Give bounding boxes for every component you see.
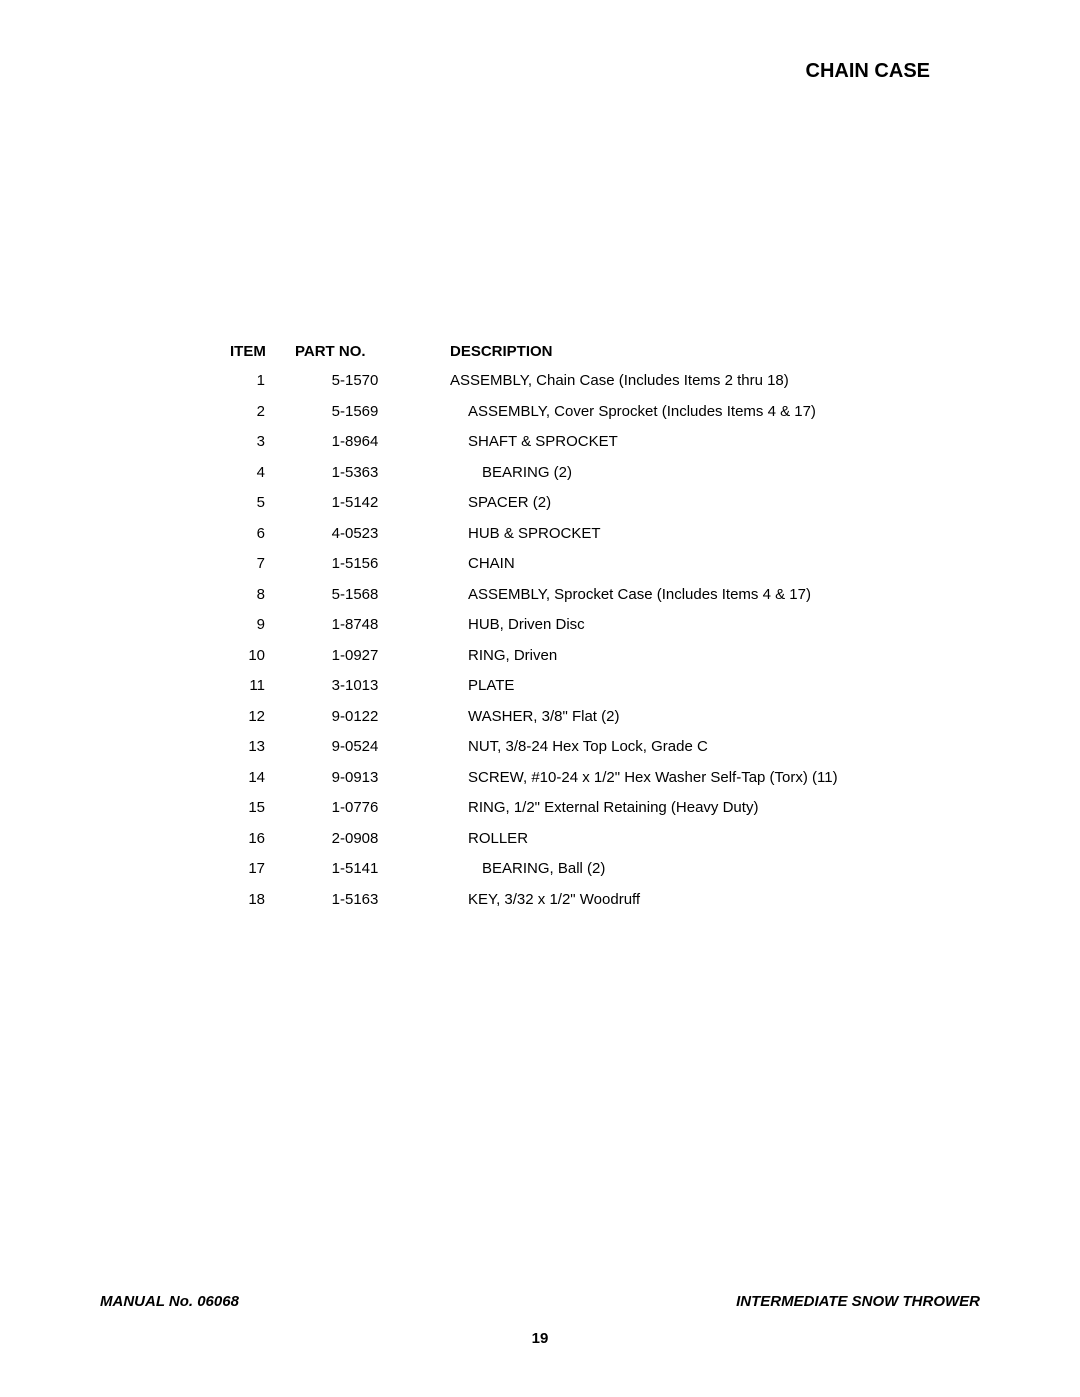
- cell-partno: 9-0524: [290, 736, 420, 759]
- table-row: 113-1013PLATE: [230, 675, 980, 698]
- cell-partno: 5-1570: [290, 370, 420, 393]
- cell-description: BEARING, Ball (2): [420, 858, 980, 881]
- cell-partno: 1-5142: [290, 492, 420, 515]
- cell-item: 4: [230, 462, 290, 485]
- cell-partno: 5-1569: [290, 401, 420, 424]
- header-item: ITEM: [230, 343, 290, 360]
- table-row: 25-1569ASSEMBLY, Cover Sprocket (Include…: [230, 401, 980, 424]
- cell-description: HUB, Driven Disc: [420, 614, 980, 637]
- cell-partno: 3-1013: [290, 675, 420, 698]
- cell-item: 17: [230, 858, 290, 881]
- cell-description: HUB & SPROCKET: [420, 523, 980, 546]
- cell-partno: 1-5163: [290, 889, 420, 912]
- cell-partno: 5-1568: [290, 584, 420, 607]
- cell-item: 11: [230, 675, 290, 698]
- table-row: 181-5163KEY, 3/32 x 1/2" Woodruff: [230, 889, 980, 912]
- cell-item: 7: [230, 553, 290, 576]
- table-row: 149-0913SCREW, #10-24 x 1/2" Hex Washer …: [230, 767, 980, 790]
- cell-description: RING, 1/2" External Retaining (Heavy Dut…: [420, 797, 980, 820]
- product-name: INTERMEDIATE SNOW THROWER: [736, 1293, 980, 1310]
- cell-description: BEARING (2): [420, 462, 980, 485]
- cell-item: 15: [230, 797, 290, 820]
- cell-item: 13: [230, 736, 290, 759]
- header-description: DESCRIPTION: [420, 343, 980, 360]
- cell-item: 14: [230, 767, 290, 790]
- cell-partno: 1-0927: [290, 645, 420, 668]
- table-body: 15-1570ASSEMBLY, Chain Case (Includes It…: [230, 370, 980, 911]
- cell-partno: 1-0776: [290, 797, 420, 820]
- cell-partno: 1-5141: [290, 858, 420, 881]
- table-row: 139-0524NUT, 3/8-24 Hex Top Lock, Grade …: [230, 736, 980, 759]
- cell-description: KEY, 3/32 x 1/2" Woodruff: [420, 889, 980, 912]
- table-row: 51-5142SPACER (2): [230, 492, 980, 515]
- cell-description: ROLLER: [420, 828, 980, 851]
- cell-item: 9: [230, 614, 290, 637]
- cell-item: 18: [230, 889, 290, 912]
- cell-item: 3: [230, 431, 290, 454]
- manual-number: MANUAL No. 06068: [100, 1293, 239, 1310]
- cell-description: ASSEMBLY, Chain Case (Includes Items 2 t…: [420, 370, 980, 393]
- cell-description: SPACER (2): [420, 492, 980, 515]
- cell-description: CHAIN: [420, 553, 980, 576]
- cell-description: RING, Driven: [420, 645, 980, 668]
- cell-item: 5: [230, 492, 290, 515]
- cell-partno: 1-5156: [290, 553, 420, 576]
- cell-item: 10: [230, 645, 290, 668]
- page-number: 19: [100, 1330, 980, 1347]
- cell-item: 8: [230, 584, 290, 607]
- header-partno: PART NO.: [290, 343, 420, 360]
- table-row: 85-1568ASSEMBLY, Sprocket Case (Includes…: [230, 584, 980, 607]
- table-row: 31-8964SHAFT & SPROCKET: [230, 431, 980, 454]
- table-row: 71-5156CHAIN: [230, 553, 980, 576]
- cell-description: ASSEMBLY, Sprocket Case (Includes Items …: [420, 584, 980, 607]
- cell-partno: 9-0122: [290, 706, 420, 729]
- cell-description: NUT, 3/8-24 Hex Top Lock, Grade C: [420, 736, 980, 759]
- table-row: 64-0523HUB & SPROCKET: [230, 523, 980, 546]
- page-footer: MANUAL No. 06068 INTERMEDIATE SNOW THROW…: [100, 1293, 980, 1347]
- page-title: CHAIN CASE: [100, 60, 980, 83]
- table-row: 151-0776RING, 1/2" External Retaining (H…: [230, 797, 980, 820]
- footer-line: MANUAL No. 06068 INTERMEDIATE SNOW THROW…: [100, 1293, 980, 1310]
- cell-item: 1: [230, 370, 290, 393]
- cell-item: 12: [230, 706, 290, 729]
- parts-table: ITEM PART NO. DESCRIPTION 15-1570ASSEMBL…: [230, 343, 980, 911]
- cell-partno: 1-8964: [290, 431, 420, 454]
- cell-partno: 1-8748: [290, 614, 420, 637]
- table-row: 15-1570ASSEMBLY, Chain Case (Includes It…: [230, 370, 980, 393]
- cell-item: 16: [230, 828, 290, 851]
- cell-description: PLATE: [420, 675, 980, 698]
- cell-item: 6: [230, 523, 290, 546]
- cell-partno: 4-0523: [290, 523, 420, 546]
- cell-partno: 9-0913: [290, 767, 420, 790]
- cell-partno: 1-5363: [290, 462, 420, 485]
- table-row: 41-5363BEARING (2): [230, 462, 980, 485]
- cell-description: WASHER, 3/8" Flat (2): [420, 706, 980, 729]
- cell-description: SHAFT & SPROCKET: [420, 431, 980, 454]
- table-row: 101-0927RING, Driven: [230, 645, 980, 668]
- table-row: 129-0122WASHER, 3/8" Flat (2): [230, 706, 980, 729]
- table-row: 171-5141BEARING, Ball (2): [230, 858, 980, 881]
- table-row: 162-0908ROLLER: [230, 828, 980, 851]
- cell-description: SCREW, #10-24 x 1/2" Hex Washer Self-Tap…: [420, 767, 980, 790]
- table-header-row: ITEM PART NO. DESCRIPTION: [230, 343, 980, 360]
- cell-partno: 2-0908: [290, 828, 420, 851]
- cell-item: 2: [230, 401, 290, 424]
- table-row: 91-8748HUB, Driven Disc: [230, 614, 980, 637]
- cell-description: ASSEMBLY, Cover Sprocket (Includes Items…: [420, 401, 980, 424]
